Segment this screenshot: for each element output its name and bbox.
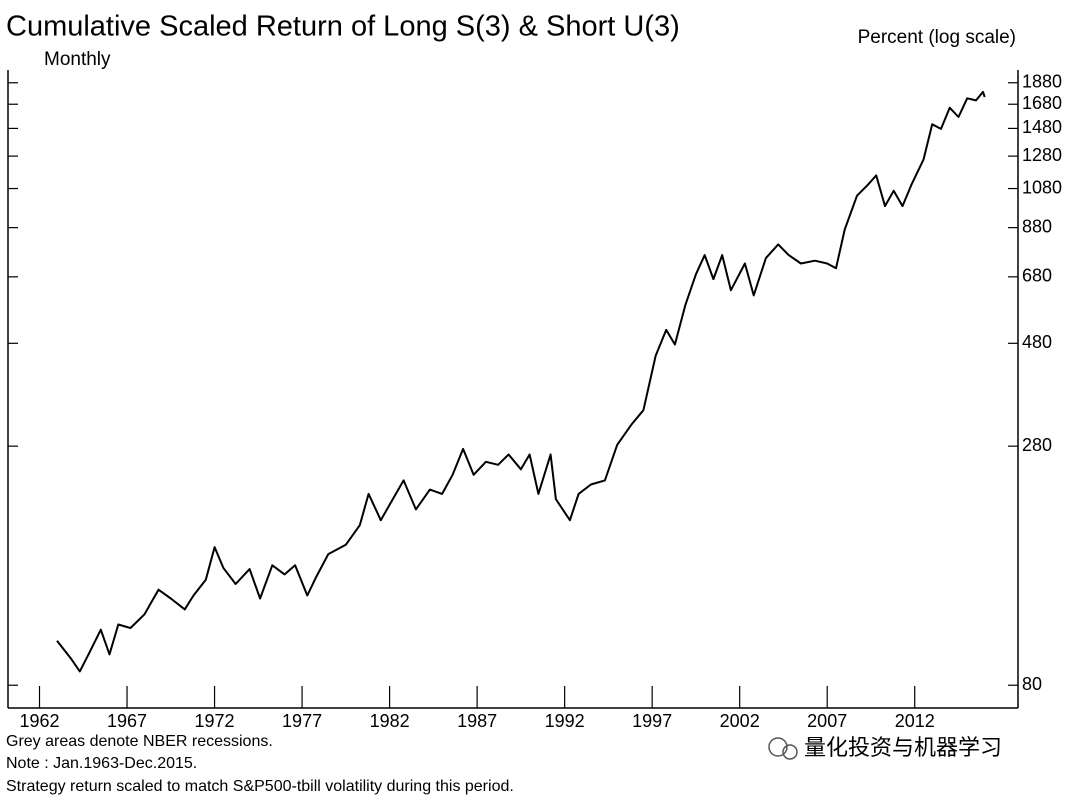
x-tick-label: 1982	[370, 711, 410, 731]
x-tick-label: 2002	[720, 711, 760, 731]
note: Strategy return scaled to match S&P500-t…	[6, 778, 514, 795]
x-tick-label: 1992	[545, 711, 585, 731]
y-axis-label: Percent (log scale)	[858, 27, 1016, 48]
y-tick-label: 80	[1022, 674, 1042, 694]
y-tick-label: 1480	[1022, 117, 1062, 137]
y-tick-label: 280	[1022, 435, 1052, 455]
data-line	[56, 90, 986, 673]
note: Grey areas denote NBER recessions.	[6, 733, 273, 750]
watermark-icon	[768, 737, 788, 757]
chart-title: Cumulative Scaled Return of Long S(3) & …	[6, 11, 680, 43]
y-tick-label: 680	[1022, 266, 1052, 286]
watermark: 量化投资与机器学习	[804, 735, 1002, 760]
x-tick-label: 1997	[632, 711, 672, 731]
y-tick-label: 880	[1022, 216, 1052, 236]
y-tick-label: 1080	[1022, 177, 1062, 197]
x-tick-label: 1972	[195, 711, 235, 731]
x-tick-label: 1977	[282, 711, 322, 731]
y-tick-label: 1680	[1022, 93, 1062, 113]
y-tick-label: 480	[1022, 332, 1052, 352]
note: Note : Jan.1963-Dec.2015.	[6, 755, 197, 772]
y-tick-label: 1280	[1022, 145, 1062, 165]
watermark-icon	[782, 744, 798, 760]
x-tick-label: 1962	[19, 711, 59, 731]
x-tick-label: 2007	[807, 711, 847, 731]
x-tick-label: 2012	[895, 711, 935, 731]
x-tick-label: 1967	[107, 711, 147, 731]
x-tick-label: 1987	[457, 711, 497, 731]
subtitle: Monthly	[44, 49, 111, 70]
y-tick-label: 1880	[1022, 72, 1062, 92]
